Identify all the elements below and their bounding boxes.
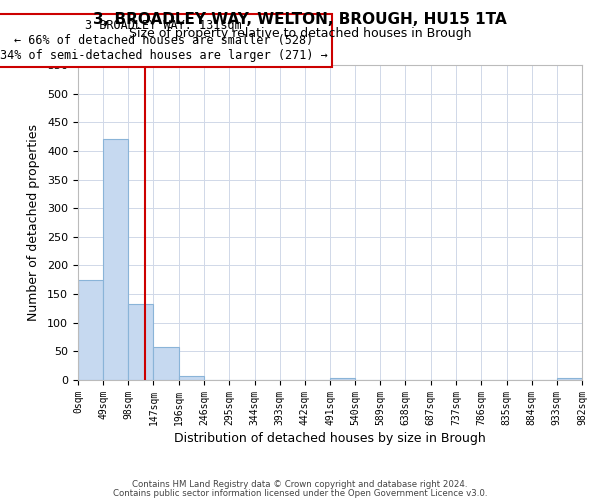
Bar (154, 347, 179, 380)
Bar (103, 140, 128, 380)
Text: Size of property relative to detached houses in Brough: Size of property relative to detached ho… (129, 28, 471, 40)
Text: Contains HM Land Registry data © Crown copyright and database right 2024.: Contains HM Land Registry data © Crown c… (132, 480, 468, 489)
Text: 3, BROADLEY WAY, WELTON, BROUGH, HU15 1TA: 3, BROADLEY WAY, WELTON, BROUGH, HU15 1T… (93, 12, 507, 28)
Bar (557, 378, 582, 380)
Bar (330, 378, 355, 380)
Bar (128, 304, 154, 380)
Text: 3 BROADLEY WAY: 131sqm
← 66% of detached houses are smaller (528)
34% of semi-de: 3 BROADLEY WAY: 131sqm ← 66% of detached… (0, 19, 328, 62)
Y-axis label: Number of detached properties: Number of detached properties (27, 124, 40, 321)
Bar (179, 376, 204, 380)
Text: Contains public sector information licensed under the Open Government Licence v3: Contains public sector information licen… (113, 488, 487, 498)
Bar (78, 280, 103, 380)
X-axis label: Distribution of detached houses by size in Brough: Distribution of detached houses by size … (174, 432, 486, 445)
